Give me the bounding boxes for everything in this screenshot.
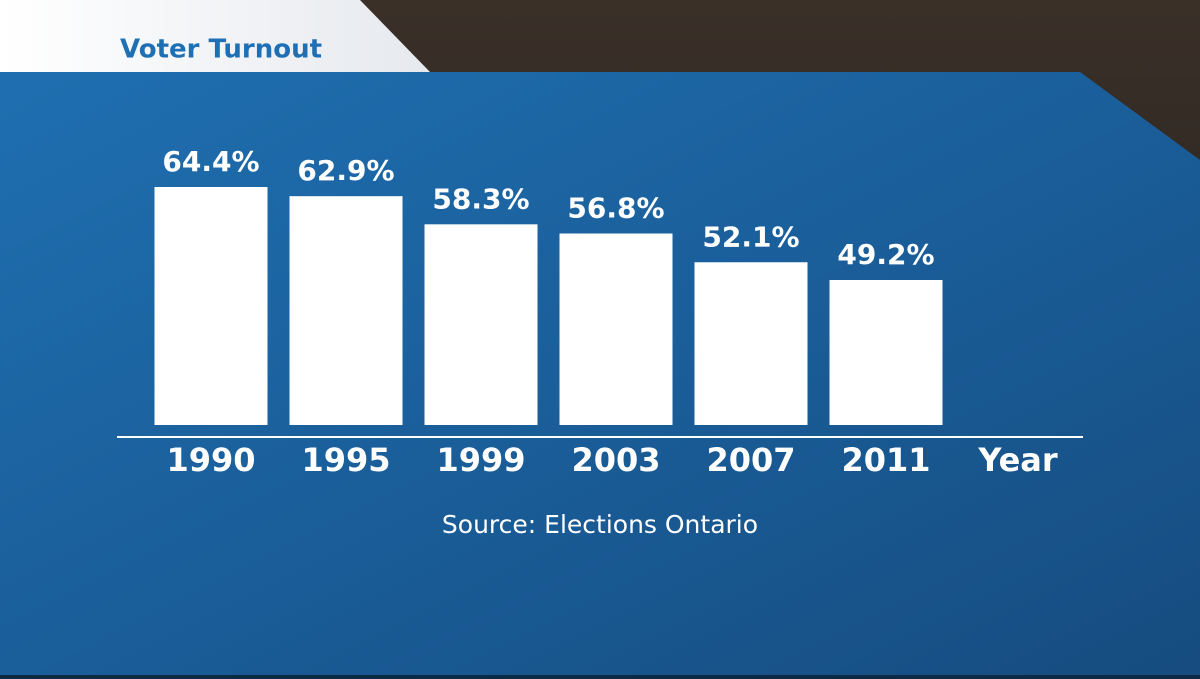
value-label: 58.3% bbox=[432, 182, 529, 215]
source-note: Source: Elections Ontario bbox=[442, 510, 758, 539]
x-tick-label: 2003 bbox=[571, 441, 660, 479]
x-tick-label: 1999 bbox=[436, 441, 525, 479]
x-axis-label: Year bbox=[977, 441, 1058, 479]
bar bbox=[829, 280, 943, 425]
bar bbox=[424, 224, 538, 425]
title-tab bbox=[0, 0, 430, 72]
value-label: 62.9% bbox=[297, 154, 394, 187]
value-label: 56.8% bbox=[567, 192, 664, 225]
value-label: 52.1% bbox=[702, 220, 799, 253]
value-label: 64.4% bbox=[162, 145, 259, 178]
bar bbox=[289, 196, 403, 425]
bar bbox=[559, 233, 673, 425]
chart-title: Voter Turnout bbox=[120, 35, 322, 65]
x-tick-label: 1995 bbox=[301, 441, 390, 479]
bar bbox=[154, 187, 268, 425]
x-tick-label: 1990 bbox=[166, 441, 255, 479]
value-label: 49.2% bbox=[837, 238, 934, 271]
x-tick-label: 2007 bbox=[706, 441, 795, 479]
x-tick-label: 2011 bbox=[841, 441, 930, 479]
bar bbox=[694, 262, 808, 425]
